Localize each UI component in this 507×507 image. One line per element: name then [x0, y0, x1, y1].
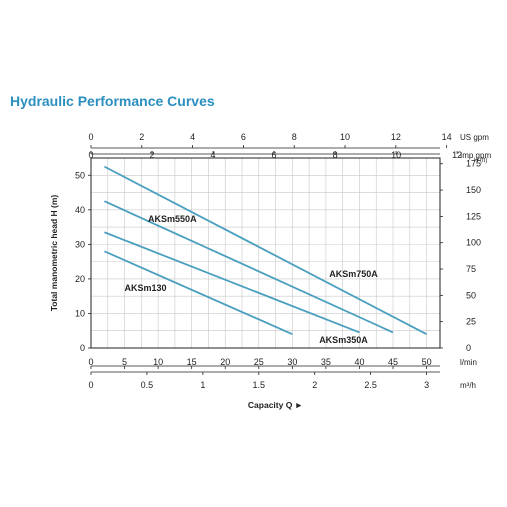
x-tick-label: 1.5 [253, 380, 266, 390]
x-tick-label: 10 [340, 132, 350, 142]
x-tick-label: 2 [139, 132, 144, 142]
x-tick-label: 0 [88, 132, 93, 142]
x-tick-label: 25 [254, 357, 264, 367]
series-label: AKSm750A [329, 269, 378, 279]
x-tick-label: 2 [312, 380, 317, 390]
series-label: AKSm130 [125, 283, 167, 293]
x-tick-label: 12 [391, 132, 401, 142]
curves [104, 165, 427, 336]
y2-tick-label: 125 [466, 211, 481, 221]
x-axis-title: Capacity Q ► [248, 400, 303, 410]
y2-tick-label: 25 [466, 317, 476, 327]
y-axis-title: Total manometric head H (m) [49, 195, 59, 312]
x-tick-label: 0 [88, 380, 93, 390]
x-tick-label: 8 [292, 132, 297, 142]
y-tick-label: 30 [75, 239, 85, 249]
x-tick-label: 20 [220, 357, 230, 367]
x-tick-label: 0 [88, 150, 93, 160]
x-tick-label: 45 [388, 357, 398, 367]
x-tick-label: 15 [187, 357, 197, 367]
x-tick-label: 3 [424, 380, 429, 390]
y-tick-label: 20 [75, 274, 85, 284]
x-tick-label: 1 [200, 380, 205, 390]
x-scale-unit: Imp gpm [460, 151, 491, 160]
curve-aksm750a [104, 165, 427, 335]
y2-tick-label: 175 [466, 159, 481, 169]
x-scale-unit: m³/h [460, 381, 476, 390]
y2-axis-unit: H (ft) [474, 158, 487, 164]
y2-tick-label: 0 [466, 343, 471, 353]
x-tick-label: 10 [153, 357, 163, 367]
y-tick-label: 50 [75, 170, 85, 180]
y-tick-label: 40 [75, 205, 85, 215]
series-label: AKSm350A [319, 335, 368, 345]
curve-aksm130 [104, 250, 293, 336]
chart-title: Hydraulic Performance Curves [10, 93, 215, 109]
y2-tick-label: 100 [466, 238, 481, 248]
labels: AKSm550A AKSm750A AKSm130 AKSm350A [125, 214, 379, 345]
x-scale-unit: l/min [460, 358, 477, 367]
x-scale-unit: US gpm [460, 133, 489, 142]
x-tick-label: 10 [391, 150, 401, 160]
x-tick-label: 4 [190, 132, 195, 142]
series-label: AKSm550A [148, 214, 197, 224]
x-tick-label: 0.5 [141, 380, 154, 390]
x-tick-label: 35 [321, 357, 331, 367]
x-tick-label: 6 [241, 132, 246, 142]
y2-tick-label: 150 [466, 185, 481, 195]
y2-tick-label: 75 [466, 264, 476, 274]
x-tick-label: 40 [354, 357, 364, 367]
x-tick-label: 0 [88, 357, 93, 367]
curve-aksm350a [104, 231, 360, 334]
x-tick-label: 8 [333, 150, 338, 160]
x-tick-label: 14 [442, 132, 452, 142]
curve-aksm550a [104, 200, 394, 334]
x-tick-label: 2 [150, 150, 155, 160]
x-tick-label: 2.5 [364, 380, 377, 390]
x-tick-label: 4 [211, 150, 216, 160]
x-tick-label: 12 [452, 150, 462, 160]
x-tick-label: 30 [287, 357, 297, 367]
y2-tick-label: 50 [466, 290, 476, 300]
x-tick-label: 6 [272, 150, 277, 160]
y-tick-label: 10 [75, 308, 85, 318]
x-tick-label: 5 [122, 357, 127, 367]
y-tick-label: 0 [80, 343, 85, 353]
x-tick-label: 50 [422, 357, 432, 367]
